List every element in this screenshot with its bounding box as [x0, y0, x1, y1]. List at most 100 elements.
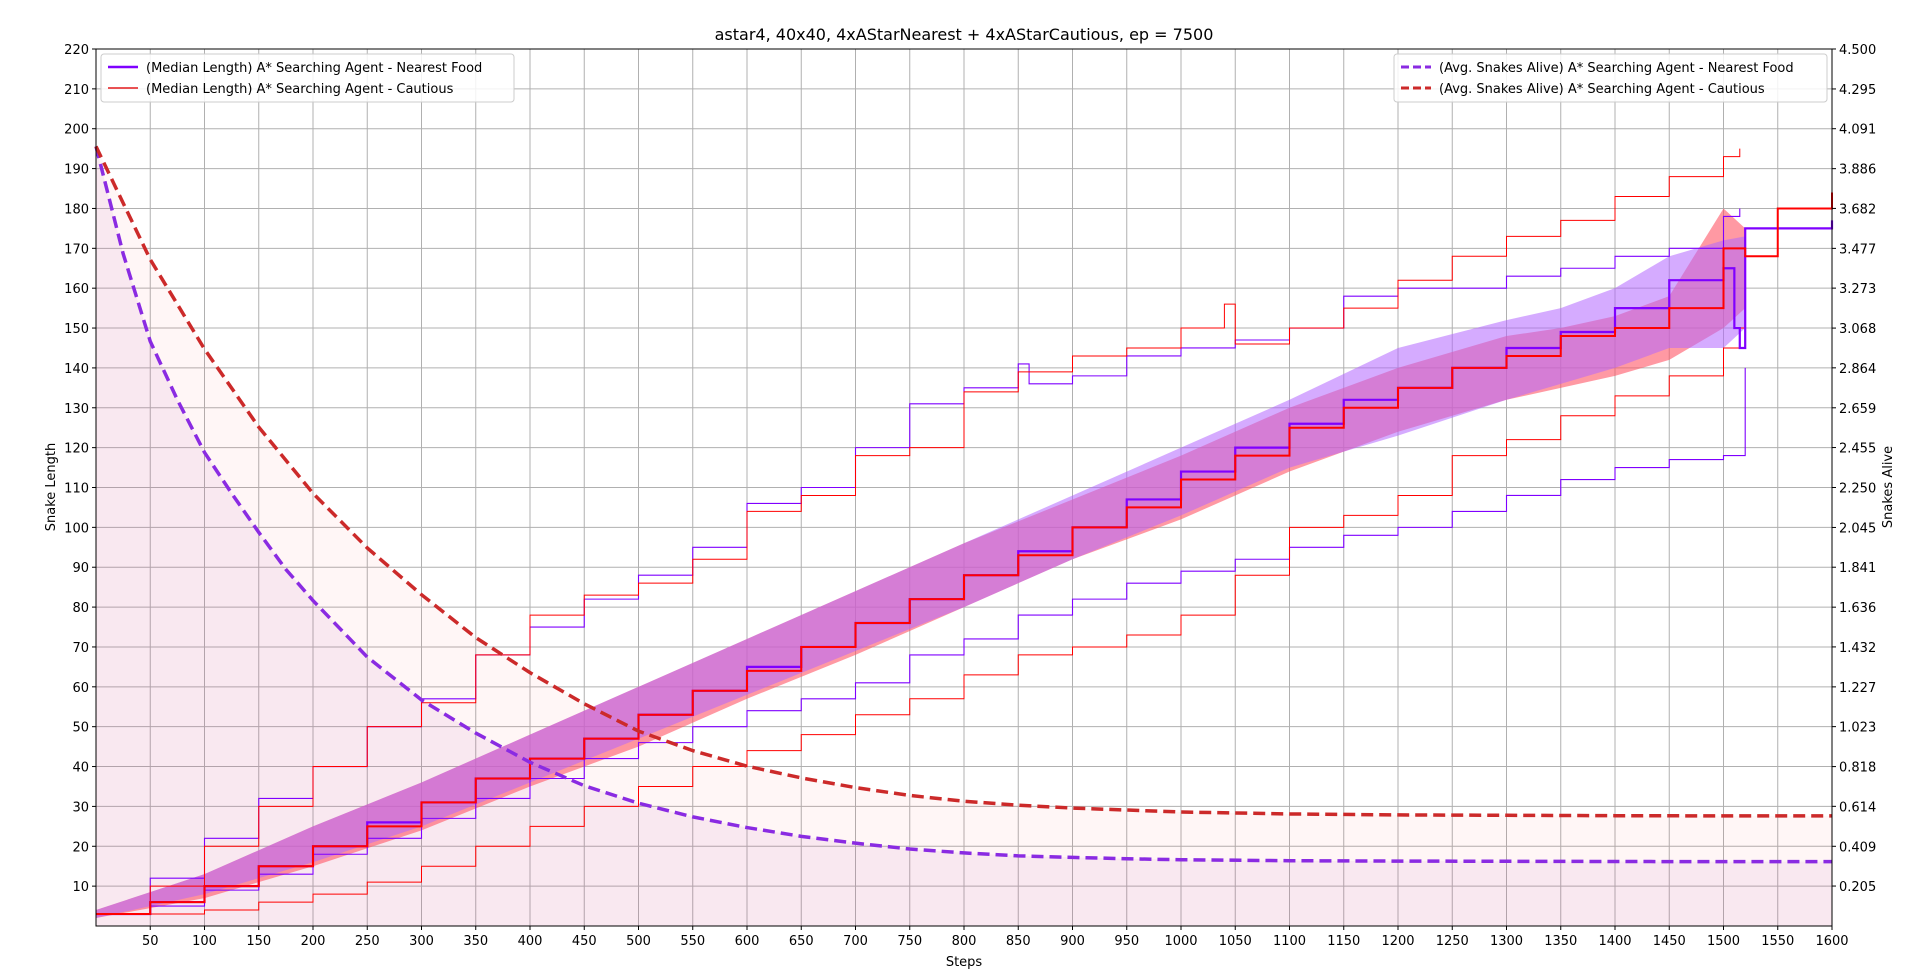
- line-alive_nearest: [94, 146, 1832, 864]
- legend-left-label-nearest: (Median Length) A* Searching Agent - Nea…: [146, 61, 482, 76]
- line-median_cautious: [96, 192, 1833, 916]
- y2-tick-label: 4.500: [1839, 43, 1876, 58]
- x-tick-label: 1100: [1273, 934, 1306, 949]
- spread-bands: [96, 208, 1746, 919]
- x-tick-label: 50: [142, 934, 159, 949]
- x-tick-label: 550: [680, 934, 705, 949]
- x-tick-label: 150: [246, 934, 271, 949]
- x-axis-label: Steps: [946, 955, 983, 970]
- x-tick-label: 1550: [1761, 934, 1794, 949]
- x-tick-label: 1150: [1327, 934, 1360, 949]
- chart-title: astar4, 40x40, 4xAStarNearest + 4xAStarC…: [715, 25, 1214, 44]
- legend-left-box: [100, 53, 515, 103]
- line-alive_cautious: [94, 145, 1832, 818]
- x-tick-label: 1000: [1164, 934, 1197, 949]
- y-tick-label: 40: [72, 761, 89, 776]
- y2-tick-label: 3.682: [1839, 202, 1876, 217]
- x-tick-label: 300: [409, 934, 434, 949]
- x-tick-label: 350: [463, 934, 488, 949]
- line-max_cautious: [96, 148, 1741, 915]
- y2-tick-label: 0.205: [1839, 880, 1876, 895]
- x-tick-label: 900: [1060, 934, 1085, 949]
- x-tick-label: 1350: [1544, 934, 1577, 949]
- x-tick-label: 750: [897, 934, 922, 949]
- area-fill-alive_cautious: [96, 146, 1832, 926]
- y2-tick-label: 4.295: [1839, 83, 1876, 98]
- line-min_nearest: [96, 367, 1746, 915]
- legend-left-label-cautious: (Median Length) A* Searching Agent - Cau…: [146, 82, 454, 97]
- x-tick-label: 1600: [1815, 934, 1848, 949]
- series-lines: [94, 145, 1834, 916]
- y2-tick-label: 2.045: [1839, 521, 1876, 536]
- x-tick-label: 1400: [1598, 934, 1631, 949]
- y2-tick-label: 1.841: [1839, 561, 1876, 576]
- y-ticks: 10 20 30 40 50 60 70 80 90 100 110 120 130 140 150 160 1…: [64, 43, 96, 895]
- y-tick-label: 220: [64, 43, 89, 58]
- y2-tick-label: 1.636: [1839, 601, 1876, 616]
- y2-tick-label: 4.091: [1839, 123, 1876, 138]
- y-tick-label: 10: [72, 880, 89, 895]
- x-tick-label: 1450: [1653, 934, 1686, 949]
- x-tick-label: 100: [192, 934, 217, 949]
- y-tick-label: 80: [72, 601, 89, 616]
- y-tick-label: 200: [64, 123, 89, 138]
- y2-tick-label: 2.250: [1839, 482, 1876, 497]
- x-tick-label: 700: [843, 934, 868, 949]
- x-tick-label: 1300: [1490, 934, 1523, 949]
- y2-tick-label: 1.023: [1839, 721, 1876, 736]
- y-tick-label: 100: [64, 521, 89, 536]
- y2-tick-label: 0.818: [1839, 761, 1876, 776]
- x-tick-label: 850: [1006, 934, 1031, 949]
- y-tick-label: 30: [72, 800, 89, 815]
- x-tick-label: 800: [952, 934, 977, 949]
- x-tick-label: 250: [355, 934, 380, 949]
- y2-tick-label: 2.455: [1839, 442, 1876, 457]
- legend-right-label-cautious: (Avg. Snakes Alive) A* Searching Agent -…: [1439, 82, 1765, 97]
- y-tick-label: 50: [72, 721, 89, 736]
- y-tick-label: 60: [72, 681, 89, 696]
- y2-ticks: 0.205 0.409 0.614 0.818 1.023 1.227 1.432 1.636…: [1832, 43, 1876, 895]
- line-min_cautious: [96, 288, 1746, 915]
- y-tick-label: 70: [72, 641, 89, 656]
- y2-tick-label: 3.273: [1839, 282, 1876, 297]
- x-tick-label: 450: [572, 934, 597, 949]
- x-tick-label: 1500: [1707, 934, 1740, 949]
- y-tick-label: 190: [64, 163, 89, 178]
- x-tick-label: 1250: [1436, 934, 1469, 949]
- y-axis-label: Snake Length: [44, 443, 59, 532]
- x-tick-label: 1200: [1381, 934, 1414, 949]
- x-ticks: 50 100 150 200 250 300 350 400 450 500 550 600 650 70…: [142, 926, 1849, 949]
- band_nearest: [96, 236, 1746, 919]
- legend-right-label-nearest: (Avg. Snakes Alive) A* Searching Agent -…: [1439, 61, 1794, 76]
- x-tick-label: 600: [735, 934, 760, 949]
- y2-axis-label: Snakes Alive: [1881, 446, 1896, 528]
- y-tick-label: 120: [64, 442, 89, 457]
- x-tick-label: 950: [1114, 934, 1139, 949]
- y-tick-label: 150: [64, 322, 89, 337]
- x-tick-label: 200: [301, 934, 326, 949]
- y2-tick-label: 3.068: [1839, 322, 1876, 337]
- y2-tick-label: 1.432: [1839, 641, 1876, 656]
- y-tick-label: 180: [64, 202, 89, 217]
- x-tick-label: 500: [626, 934, 651, 949]
- y2-tick-label: 1.227: [1839, 681, 1876, 696]
- legend-right-box: [1393, 53, 1828, 103]
- y-tick-label: 130: [64, 402, 89, 417]
- y-tick-label: 160: [64, 282, 89, 297]
- legend-left: (Median Length) A* Searching Agent - Nea…: [100, 53, 515, 103]
- y2-tick-label: 3.886: [1839, 163, 1876, 178]
- y-tick-label: 170: [64, 242, 89, 257]
- y-tick-label: 110: [64, 482, 89, 497]
- legend-right: (Avg. Snakes Alive) A* Searching Agent -…: [1393, 53, 1828, 103]
- y-tick-label: 20: [72, 840, 89, 855]
- y2-tick-label: 0.409: [1839, 840, 1876, 855]
- y-tick-label: 140: [64, 362, 89, 377]
- x-tick-label: 1050: [1219, 934, 1252, 949]
- x-tick-label: 650: [789, 934, 814, 949]
- y2-tick-label: 3.477: [1839, 242, 1876, 257]
- x-tick-label: 400: [518, 934, 543, 949]
- y2-tick-label: 2.659: [1839, 402, 1876, 417]
- y2-tick-label: 2.864: [1839, 362, 1876, 377]
- y-tick-label: 90: [72, 561, 89, 576]
